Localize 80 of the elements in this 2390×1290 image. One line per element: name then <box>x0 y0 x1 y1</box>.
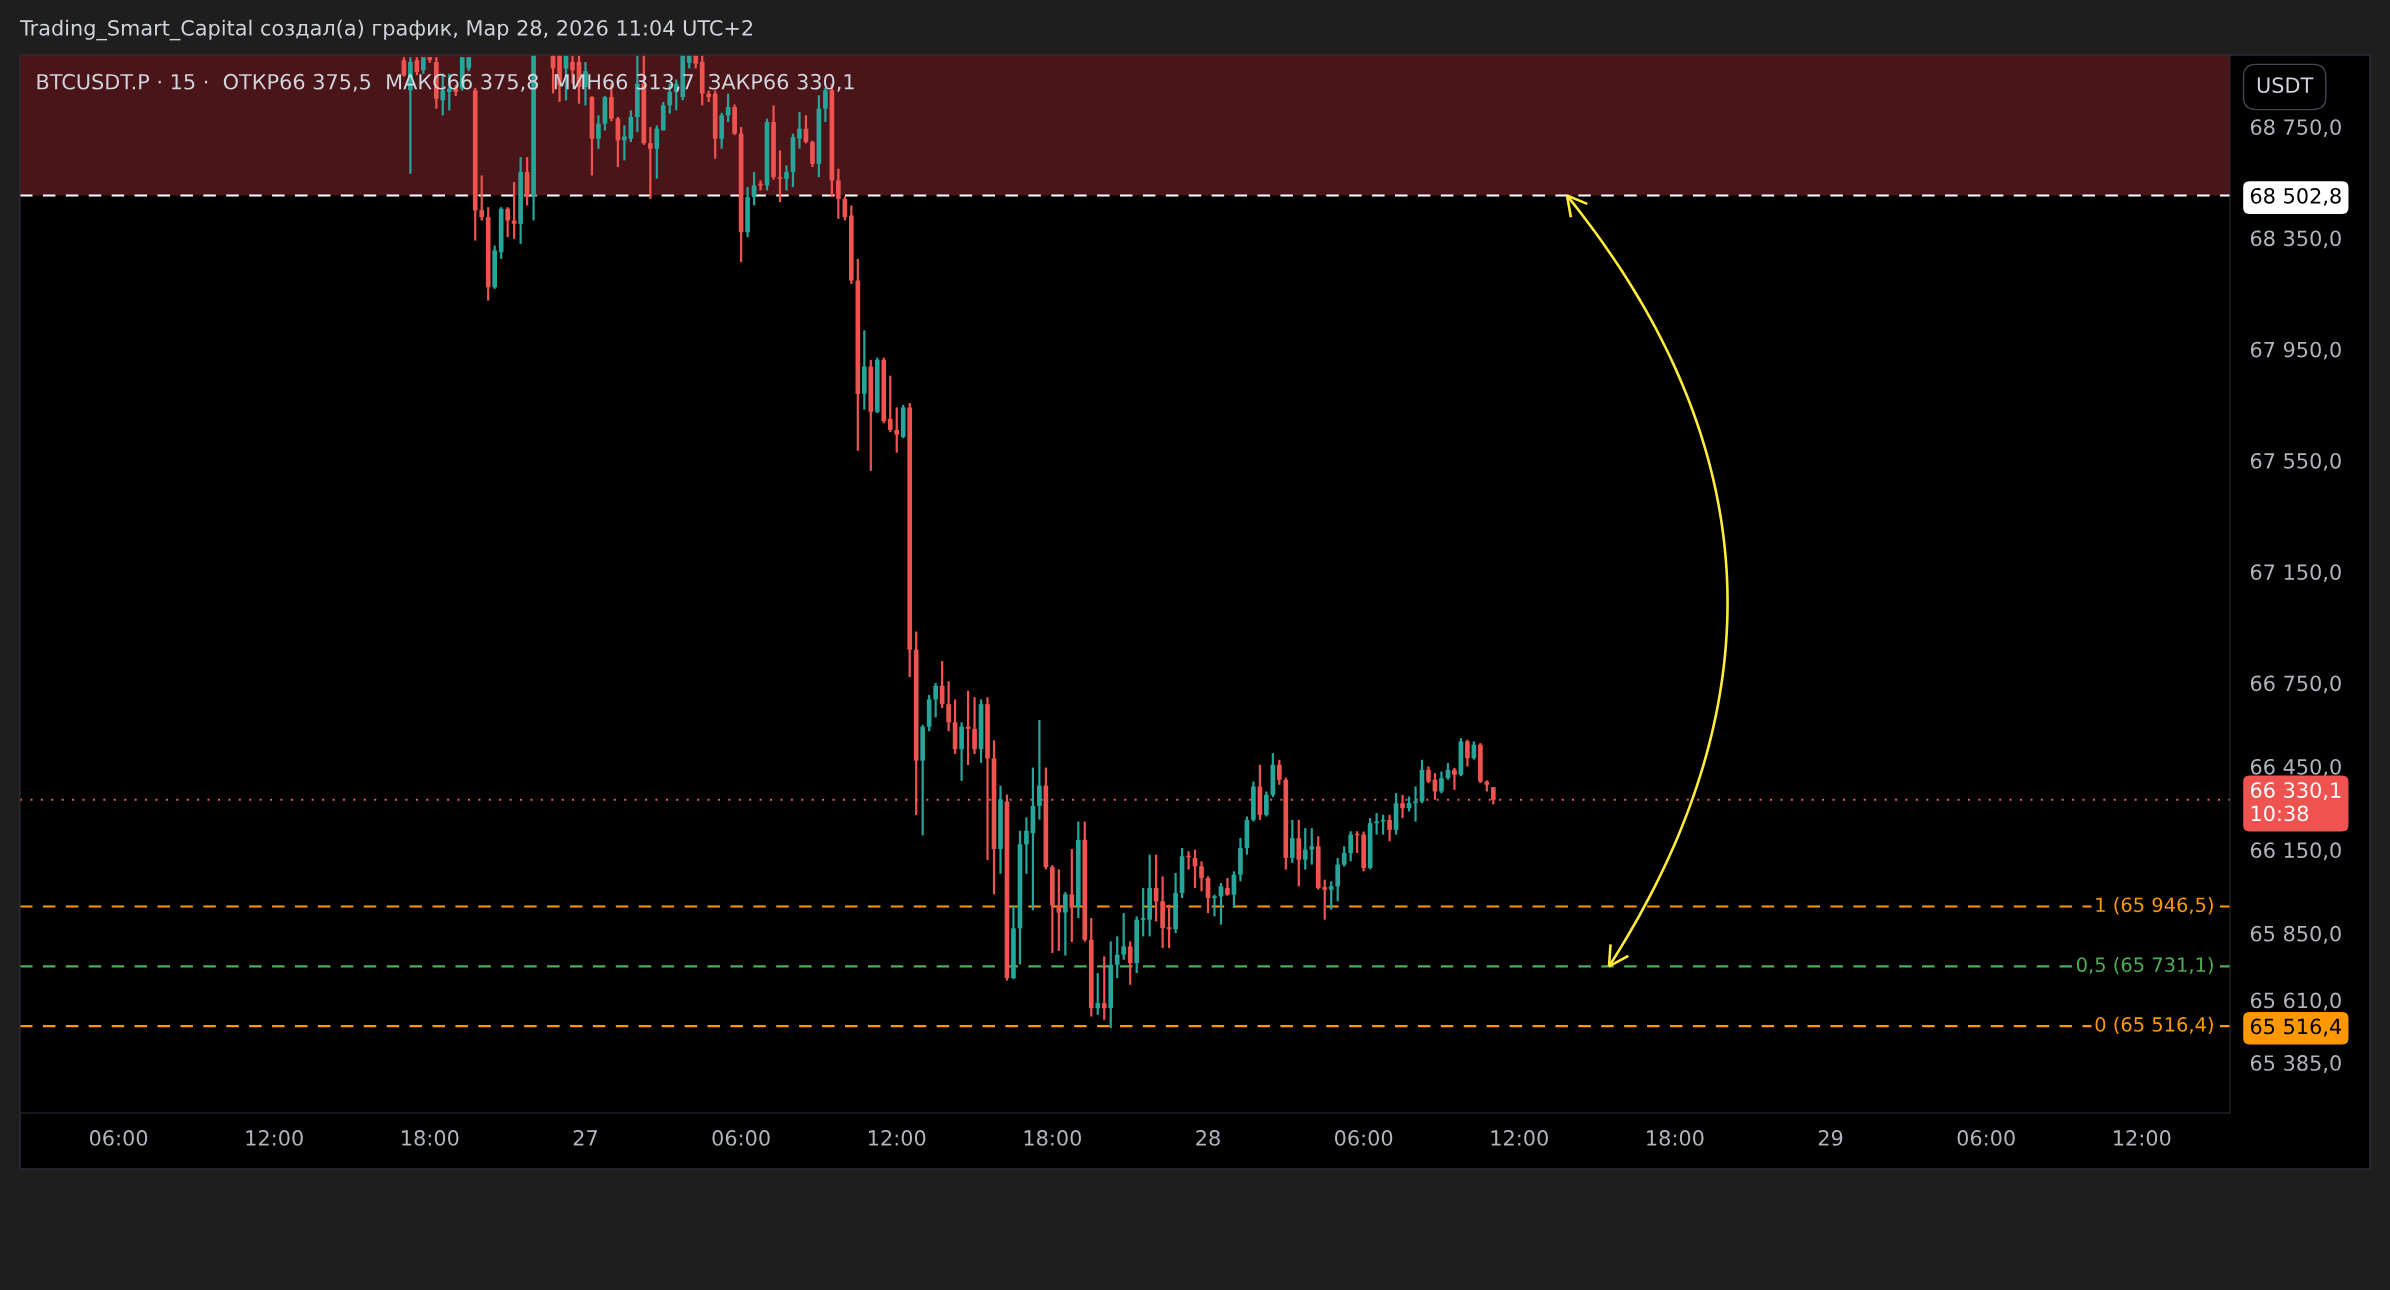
y-tick-label: 68 350,0 <box>2250 230 2341 249</box>
candlestick <box>810 139 815 169</box>
candlestick <box>1199 860 1204 893</box>
candlestick <box>1069 847 1075 944</box>
x-tick-label: 18:00 <box>402 1130 459 1146</box>
candlestick <box>1452 766 1457 791</box>
x-tick-label: 06:00 <box>1957 1130 2015 1146</box>
y-tick-label: 67 950,0 <box>2250 341 2341 360</box>
candlestick <box>1289 818 1295 865</box>
ref-line-label: 0,5 (65 731,1) <box>2076 957 2213 975</box>
y-tick-label: 68 502,8 <box>2250 187 2341 206</box>
candlestick <box>1328 880 1334 911</box>
candlestick <box>1264 790 1269 818</box>
x-tick-label: 06:00 <box>89 1130 148 1146</box>
candlestick <box>647 125 653 200</box>
candlestick <box>1024 816 1029 875</box>
candlestick <box>1127 940 1133 986</box>
candlestick <box>1063 891 1068 957</box>
candlestick <box>1335 856 1341 903</box>
candlestick <box>972 696 977 756</box>
candlestick <box>887 374 893 434</box>
candlestick <box>946 680 951 733</box>
x-tick-label: 18:00 <box>1024 1130 1082 1146</box>
candlestick <box>654 124 660 180</box>
candlestick <box>1302 827 1308 871</box>
candlestick <box>1095 971 1101 1016</box>
y-tick-label: 68 750,0 <box>2250 119 2341 138</box>
y-tick-label: 65 610,0 <box>2250 992 2341 1011</box>
candlestick <box>1380 813 1386 836</box>
candlestick <box>933 681 938 719</box>
candlestick <box>1114 935 1120 980</box>
candlestick <box>1121 911 1127 961</box>
candlestick <box>1413 785 1418 823</box>
x-tick-label: 18:00 <box>1647 1130 1704 1146</box>
candlestick <box>784 164 789 192</box>
chart-title: Trading_Smart_Capital создал(а) график, Мар 28, 2026 11:04 UTC+2 <box>19 19 753 41</box>
candlestick <box>719 111 724 150</box>
y-tick-label: 66 750,0 <box>2250 675 2341 694</box>
ref-line-label: 0 (65 516,4) <box>2095 1016 2213 1035</box>
x-tick-label: 29 <box>1818 1130 1843 1146</box>
candlestick <box>1212 893 1217 918</box>
y-tick-label: 65 516,4 <box>2250 1018 2342 1037</box>
y-tick-label: 65 385,0 <box>2250 1055 2341 1073</box>
y-tick-label: 67 550,0 <box>2250 452 2341 471</box>
candlestick <box>1465 738 1470 768</box>
y-tick-label: 66 150,0 <box>2250 842 2341 861</box>
candlestick <box>1140 886 1146 938</box>
candlestick <box>479 174 485 222</box>
x-tick-label: 12:00 <box>2114 1130 2171 1146</box>
candlestick <box>1439 770 1444 795</box>
x-tick-label: 12:00 <box>246 1130 303 1146</box>
x-tick-label: 28 <box>1196 1130 1220 1146</box>
candlestick <box>797 110 802 150</box>
x-tick-label: 06:00 <box>1334 1130 1393 1146</box>
y-tick-label: 65 850,0 <box>2250 925 2341 944</box>
x-tick-label: 12:00 <box>1491 1130 1548 1146</box>
y-tick-label: 66 450,0 <box>2250 758 2341 777</box>
candlestick <box>836 167 841 220</box>
candlestick <box>1309 827 1315 866</box>
candlestick <box>505 206 510 239</box>
candlestick <box>511 180 517 240</box>
y-tick-label: 67 150,0 <box>2250 564 2341 583</box>
candlestick <box>894 406 900 454</box>
text: USDT <box>2257 77 2314 94</box>
candlestick <box>1296 818 1302 888</box>
candlestick <box>1277 758 1282 786</box>
candlestick <box>1387 813 1392 843</box>
candlestick <box>1341 845 1347 868</box>
candlestick <box>1101 955 1107 1021</box>
candlestick <box>622 124 627 162</box>
x-tick-label: 06:00 <box>712 1130 770 1146</box>
candlestick <box>1348 830 1353 863</box>
ref-line-label: 1 (65 946,5) <box>2096 897 2213 915</box>
y-tick-label: 66 330,1 10:38 <box>2250 782 2341 822</box>
candlestick <box>1037 718 1042 821</box>
candlestick <box>777 149 783 204</box>
candlestick <box>959 721 964 783</box>
x-tick-label: 27 <box>573 1130 597 1146</box>
candlestick <box>596 114 601 150</box>
x-tick-label: 12:00 <box>869 1130 926 1146</box>
